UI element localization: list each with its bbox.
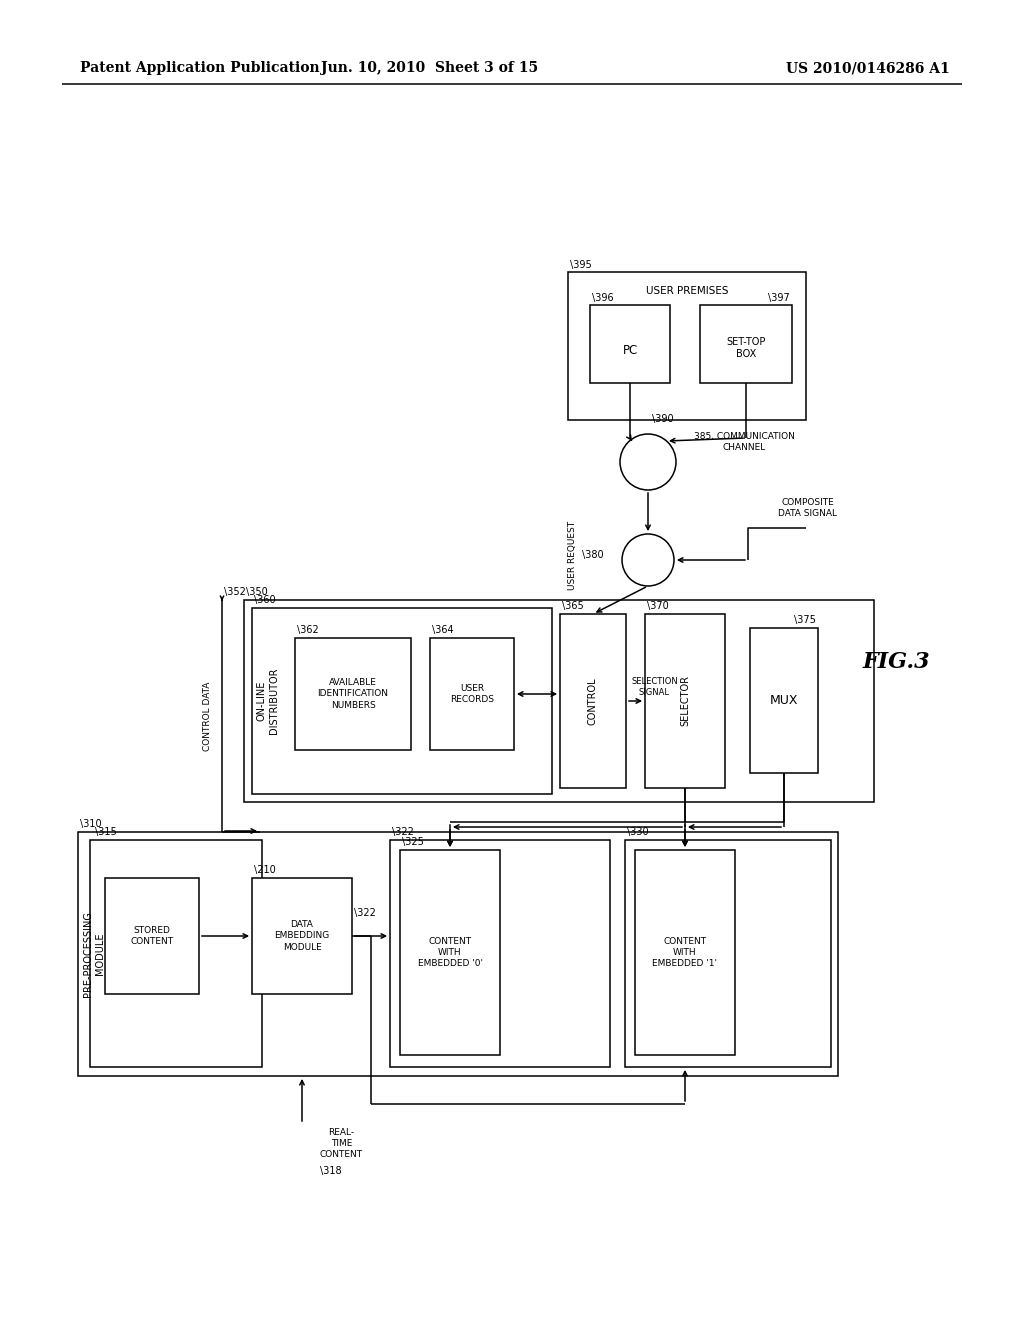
Circle shape [620, 434, 676, 490]
Text: ON-LINE
DISTRIBUTOR: ON-LINE DISTRIBUTOR [257, 668, 280, 734]
Text: STORED
CONTENT: STORED CONTENT [130, 925, 173, 946]
Text: \365: \365 [562, 601, 584, 611]
Bar [90, 840, 262, 1067]
Bar [295, 638, 411, 750]
Text: USER PREMISES: USER PREMISES [646, 286, 728, 296]
Text: \370: \370 [647, 601, 669, 611]
Bar [400, 850, 500, 1055]
Bar [635, 850, 735, 1055]
Text: \350: \350 [246, 587, 267, 597]
Text: SELECTOR: SELECTOR [680, 676, 690, 726]
Text: \310: \310 [80, 818, 101, 829]
Bar [105, 878, 199, 994]
Text: \396: \396 [592, 293, 613, 304]
Text: FIG.3: FIG.3 [862, 651, 930, 673]
Text: USER REQUEST: USER REQUEST [568, 520, 578, 590]
Text: CONTENT
WITH
EMBEDDED '1': CONTENT WITH EMBEDDED '1' [652, 937, 718, 968]
Text: \375: \375 [795, 615, 816, 624]
Text: USER
RECORDS: USER RECORDS [450, 684, 494, 704]
Bar [252, 609, 552, 795]
Text: CONTENT
WITH
EMBEDDED '0': CONTENT WITH EMBEDDED '0' [418, 937, 482, 968]
Bar [625, 840, 831, 1067]
Text: REAL-
TIME
CONTENT: REAL- TIME CONTENT [319, 1129, 364, 1159]
Text: SET-TOP
BOX: SET-TOP BOX [726, 337, 766, 359]
Text: \364: \364 [432, 624, 454, 635]
Text: \325: \325 [402, 837, 424, 847]
Bar [560, 614, 626, 788]
Text: DATA
EMBEDDING
MODULE: DATA EMBEDDING MODULE [274, 920, 330, 952]
Text: 385, COMMUNICATION
CHANNEL: 385, COMMUNICATION CHANNEL [694, 432, 795, 451]
Text: \380: \380 [583, 550, 604, 560]
Bar [645, 614, 725, 788]
Text: CONTROL: CONTROL [588, 677, 598, 725]
Bar [390, 840, 610, 1067]
Text: MUX: MUX [770, 694, 799, 708]
Bar [568, 272, 806, 420]
Bar [244, 601, 874, 803]
Bar [430, 638, 514, 750]
Bar [590, 305, 670, 383]
Text: PC: PC [623, 343, 638, 356]
Text: Jun. 10, 2010  Sheet 3 of 15: Jun. 10, 2010 Sheet 3 of 15 [322, 61, 539, 75]
Text: US 2010/0146286 A1: US 2010/0146286 A1 [786, 61, 950, 75]
Text: \360: \360 [254, 595, 275, 605]
Text: \210: \210 [254, 865, 275, 875]
Text: \322: \322 [354, 908, 376, 917]
Text: CONTROL DATA: CONTROL DATA [204, 681, 213, 751]
Text: \397: \397 [768, 293, 790, 304]
Bar [252, 878, 352, 994]
Text: Patent Application Publication: Patent Application Publication [80, 61, 319, 75]
Bar [750, 628, 818, 774]
Text: \362: \362 [297, 624, 318, 635]
Text: \352: \352 [224, 587, 246, 597]
Text: \322: \322 [392, 828, 414, 837]
Text: \318: \318 [319, 1166, 342, 1176]
Text: \315: \315 [95, 828, 117, 837]
Text: PRE-PROCESSING
MODULE: PRE-PROCESSING MODULE [83, 911, 105, 997]
Text: \390: \390 [652, 414, 674, 424]
Text: SELECTION
SIGNAL: SELECTION SIGNAL [631, 677, 678, 697]
Text: \395: \395 [570, 260, 592, 271]
Text: AVAILABLE
IDENTIFICATION
NUMBERS: AVAILABLE IDENTIFICATION NUMBERS [317, 678, 388, 710]
Bar [700, 305, 792, 383]
Bar [78, 832, 838, 1076]
Circle shape [622, 535, 674, 586]
Text: \330: \330 [627, 828, 648, 837]
Text: COMPOSITE
DATA SIGNAL: COMPOSITE DATA SIGNAL [778, 498, 837, 517]
